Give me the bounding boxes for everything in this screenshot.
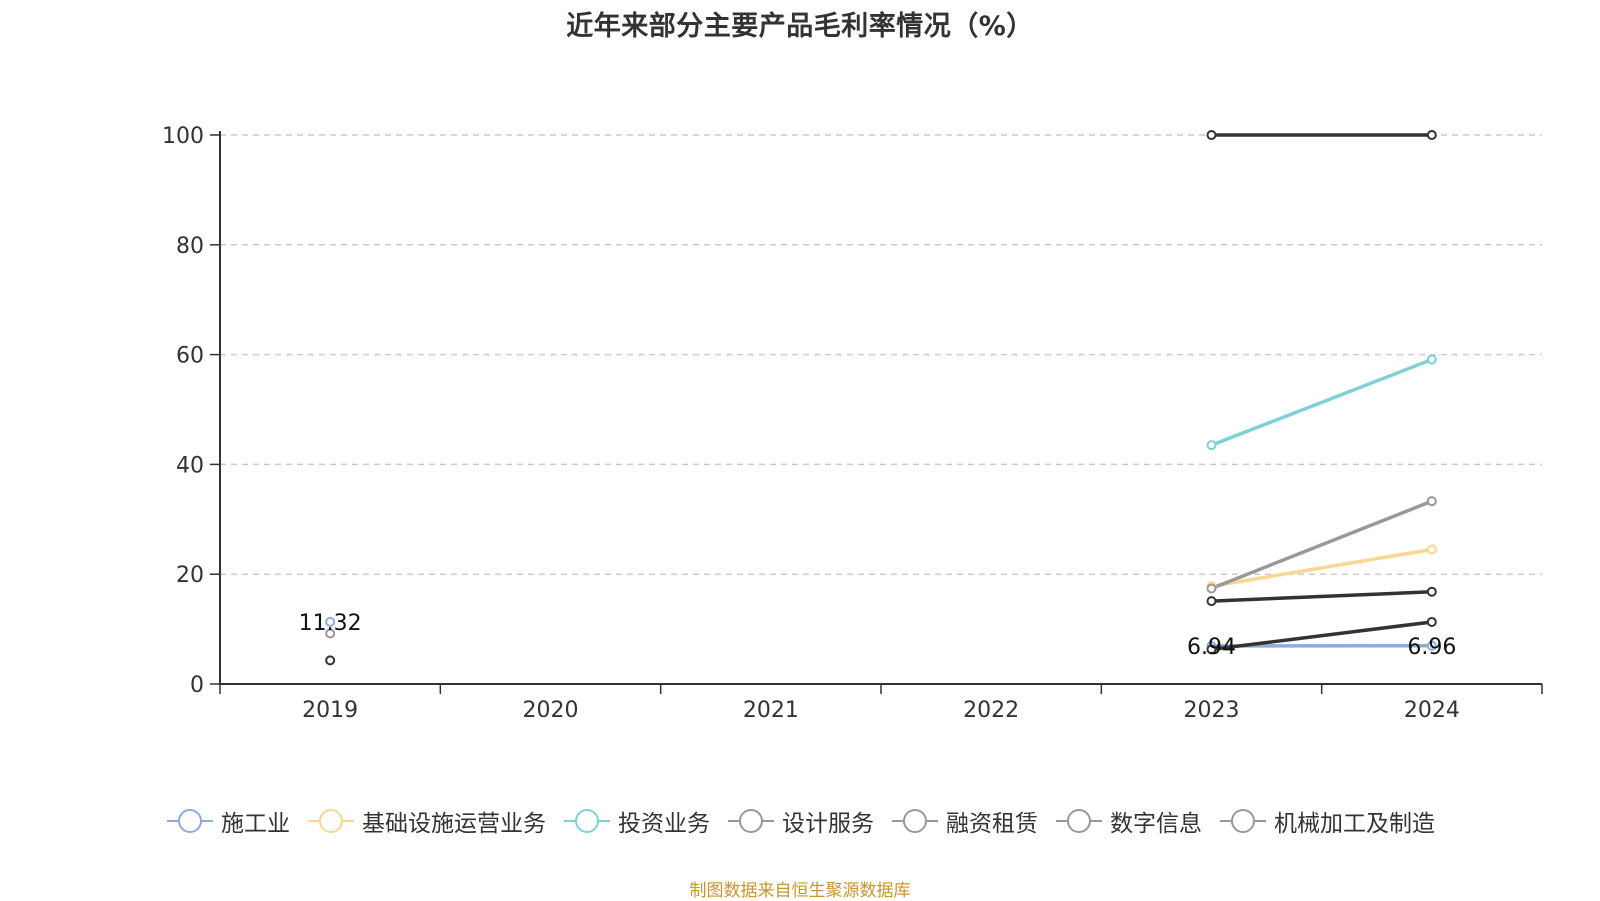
legend-label: 机械加工及制造 (1274, 804, 1435, 838)
y-tick-label: 80 (176, 234, 204, 259)
legend-label: 投资业务 (618, 804, 710, 838)
y-tick-label: 20 (176, 563, 204, 588)
legend-label: 基础设施运营业务 (362, 804, 546, 838)
y-tick-label: 0 (190, 673, 204, 698)
y-tick-label: 100 (162, 124, 204, 149)
data-point-3-4 (1208, 584, 1216, 592)
data-point-6-5 (1428, 618, 1436, 626)
legend-item-5[interactable]: 数字信息 (1054, 804, 1202, 838)
data-point-3-5 (1428, 497, 1436, 505)
legend-item-3[interactable]: 设计服务 (726, 804, 874, 838)
legend-label: 融资租赁 (946, 804, 1038, 838)
data-point-2-4 (1208, 441, 1216, 449)
legend-label: 设计服务 (782, 804, 874, 838)
series-lines (1212, 135, 1432, 649)
series-line-1 (1212, 549, 1432, 586)
legend-swatch-icon (1218, 806, 1268, 836)
legend-item-4[interactable]: 融资租赁 (890, 804, 1038, 838)
legend-swatch-icon (1054, 806, 1104, 836)
data-point-4-4 (1208, 131, 1216, 139)
data-point-5-4 (1208, 597, 1216, 605)
legend: 施工业 基础设施运营业务 投资业务 设计服务 融资租赁 数字信息 机械加工及制造 (0, 804, 1600, 838)
legend-item-0[interactable]: 施工业 (165, 804, 290, 838)
data-point-1-5 (1428, 545, 1436, 553)
x-tick-label: 2020 (523, 698, 579, 723)
legend-swatch-icon (306, 806, 356, 836)
series-line-3 (1212, 501, 1432, 588)
gridlines (220, 135, 1542, 574)
legend-label: 数字信息 (1110, 804, 1202, 838)
x-tick-label: 2024 (1404, 698, 1460, 723)
series-line-2 (1212, 360, 1432, 446)
x-tick-label: 2022 (963, 698, 1019, 723)
data-label: 6.96 (1407, 635, 1456, 660)
legend-swatch-icon (165, 806, 215, 836)
x-tick-label: 2023 (1184, 698, 1240, 723)
data-points (326, 131, 1436, 664)
data-point-2-5 (1428, 356, 1436, 364)
line-chart: 0 20 40 60 80 100 2019 2020 2021 2022 2023 2024 11.… (0, 0, 1600, 790)
y-tick-label: 40 (176, 453, 204, 478)
legend-item-6[interactable]: 机械加工及制造 (1218, 804, 1435, 838)
data-point-4-5 (1428, 131, 1436, 139)
legend-item-2[interactable]: 投资业务 (562, 804, 710, 838)
source-note: 制图数据来自恒生聚源数据库 (0, 876, 1600, 901)
data-labels: 11.32 6.94 6.96 (299, 611, 1457, 660)
data-label: 11.32 (299, 611, 362, 636)
legend-swatch-icon (562, 806, 612, 836)
legend-swatch-icon (726, 806, 776, 836)
x-tick-label: 2021 (743, 698, 799, 723)
series-line-5 (1212, 592, 1432, 601)
legend-item-1[interactable]: 基础设施运营业务 (306, 804, 546, 838)
data-point-6-0 (326, 656, 334, 664)
legend-label: 施工业 (221, 804, 290, 838)
data-label: 6.94 (1187, 635, 1236, 660)
x-tick-label: 2019 (302, 698, 358, 723)
data-point-5-5 (1428, 588, 1436, 596)
legend-swatch-icon (890, 806, 940, 836)
y-tick-label: 60 (176, 344, 204, 369)
